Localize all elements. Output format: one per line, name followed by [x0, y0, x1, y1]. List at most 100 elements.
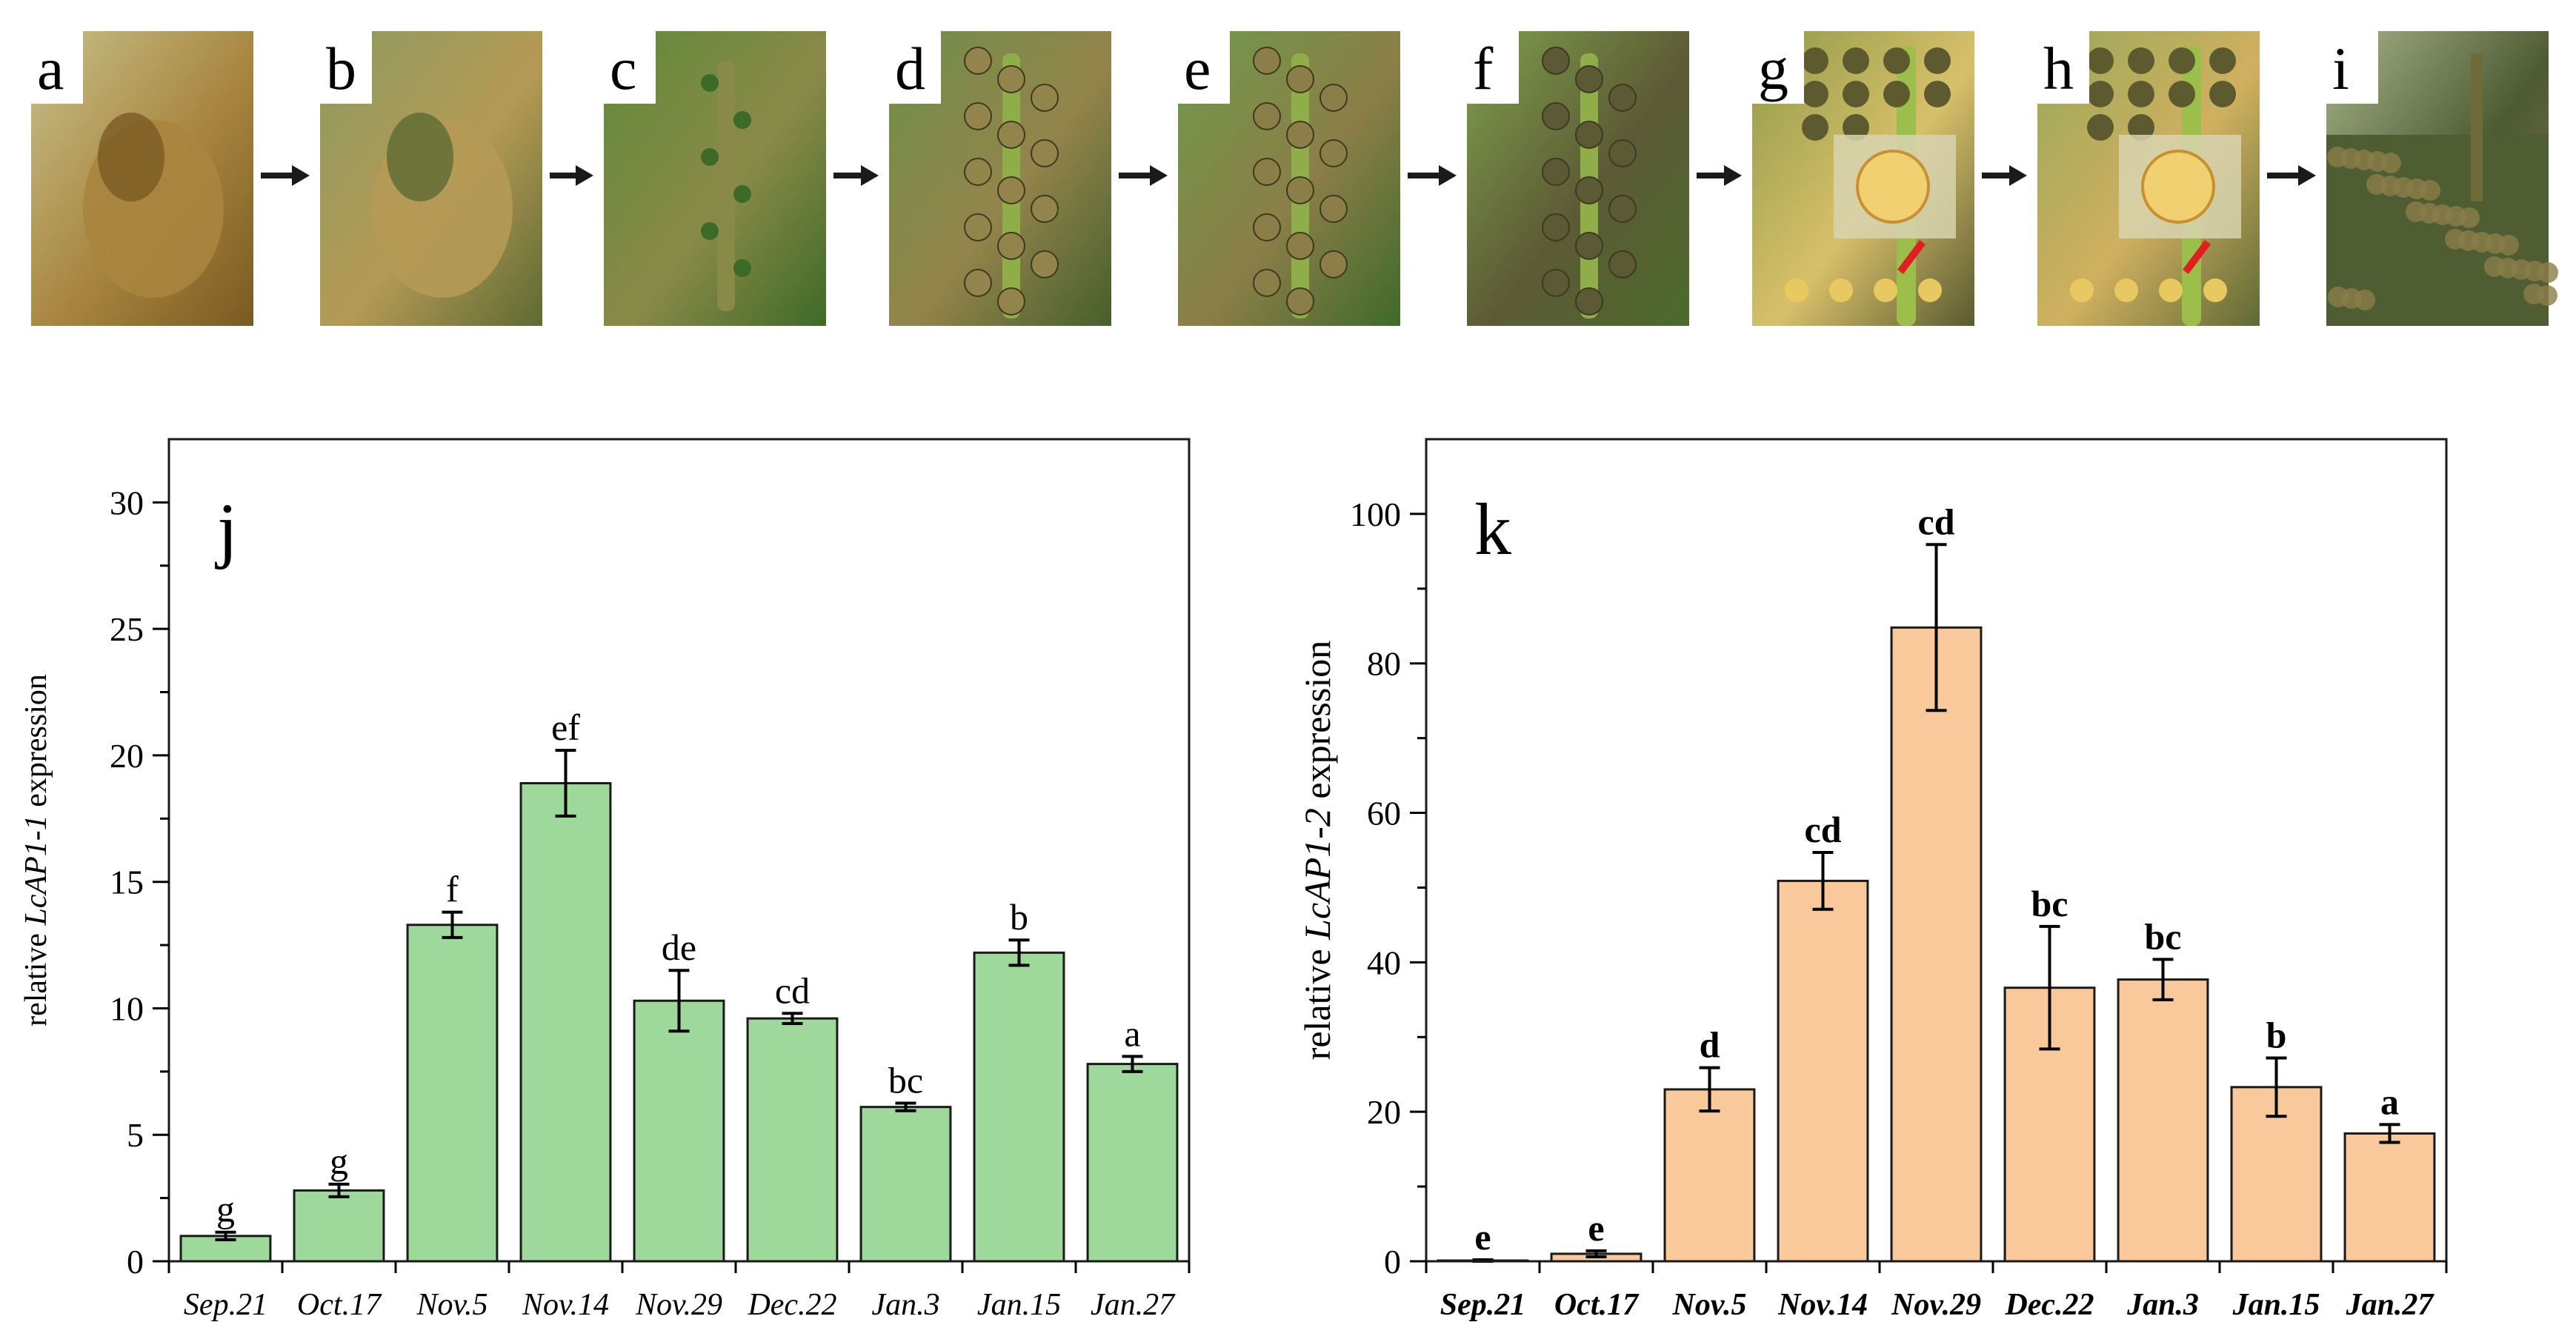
y-tick-label: 30: [110, 484, 144, 521]
panel-letter-box: [30, 30, 83, 104]
panel-letter: b: [326, 35, 356, 102]
plot-frame: [167, 438, 1191, 1263]
bar-group-Sep.21: g Sep.21: [179, 1189, 272, 1322]
panel-letter: i: [2332, 35, 2349, 102]
bar: [973, 951, 1065, 1263]
arrow-right-icon: [261, 165, 310, 186]
bud-dot: [733, 111, 751, 129]
y-label-gene: LcAP1-1: [19, 815, 53, 926]
flower-bud: [1542, 158, 1570, 186]
x-tick-label: Nov.29: [1891, 1288, 1981, 1322]
flower-icon: [1856, 150, 1930, 224]
y-tick-label: 0: [1384, 1243, 1401, 1281]
x-tick-label: Oct.17: [297, 1288, 382, 1322]
flower-bud: [1031, 139, 1059, 167]
arrow-right-icon: [1697, 165, 1742, 186]
flower-bud: [1608, 195, 1637, 223]
significance-letter: bc: [2145, 915, 2182, 957]
x-tick-label: Nov.14: [1777, 1288, 1868, 1322]
flower-bud: [1575, 287, 1603, 316]
significance-letter: bc: [2031, 883, 2069, 924]
arrow-right-icon: [833, 165, 879, 186]
flower-bud: [1286, 287, 1314, 316]
panicle: [2420, 180, 2440, 201]
panel-letter: h: [2043, 35, 2074, 102]
significance-letter: a: [1124, 1012, 1140, 1054]
panicle: [2537, 285, 2557, 306]
panel-letter-box: [2036, 30, 2089, 104]
bar-group-Dec.22: cd Dec.22: [746, 969, 839, 1322]
bar-group-Nov.29: cd Nov.29: [1890, 501, 1983, 1322]
flower-bud: [1319, 195, 1348, 223]
open-flower: [2114, 278, 2138, 302]
bar-group-Nov.5: d Nov.5: [1663, 1024, 1756, 1322]
bar: [1086, 1063, 1179, 1263]
arrow-head: [576, 165, 593, 186]
panel-letter-box: [319, 30, 372, 104]
bar-group-Jan.15: b Jan.15: [973, 896, 1065, 1322]
bud-dot: [701, 74, 719, 92]
x-tick-label: Jan.3: [871, 1288, 939, 1322]
flower-bud: [1924, 81, 1951, 107]
y-tick-label: 5: [127, 1116, 144, 1154]
flower-bud: [964, 158, 992, 186]
panel-letter-box: [888, 30, 941, 104]
arrow-head: [1439, 165, 1457, 186]
panel-letter-box: [1176, 30, 1230, 104]
bar-group-Jan.27: a Jan.27: [2343, 1081, 2436, 1322]
flower-bud: [1031, 195, 1059, 223]
flower-bud: [1575, 176, 1603, 204]
flower-bud: [2128, 47, 2154, 74]
bar-group-Nov.5: f Nov.5: [406, 869, 499, 1322]
y-tick-label: 20: [1367, 1093, 1401, 1131]
bar-group-Nov.14: cd Nov.14: [1777, 809, 1869, 1322]
x-tick-label: Jan.3: [2126, 1288, 2199, 1322]
flower-bud: [2169, 47, 2195, 74]
bar: [406, 924, 499, 1263]
bar-group-Oct.17: e Oct.17: [1550, 1207, 1643, 1322]
panicle: [2354, 290, 2375, 310]
arrow-right-icon: [1119, 165, 1168, 186]
stem-icon: [717, 61, 735, 311]
significance-letter: g: [216, 1189, 235, 1230]
bar: [1777, 879, 1869, 1263]
x-tick-label: Sep.21: [184, 1288, 267, 1322]
significance-letter: cd: [1918, 501, 1955, 542]
x-tick-label: Jan.27: [2346, 1288, 2435, 1322]
arrow-head: [1724, 165, 1742, 186]
chart-j-lcap1-1: g Sep.21 g Oct.17 f Nov.5 ef Nov.14 de Nov.29 cd De…: [19, 438, 1191, 1322]
photo-panel-g: g: [1751, 30, 1974, 326]
significance-letter: g: [330, 1141, 348, 1182]
y-tick-label: 10: [110, 989, 144, 1027]
bar: [293, 1189, 385, 1263]
flower-bud: [1843, 81, 1869, 107]
panel-letter: d: [895, 35, 925, 102]
plot-frame: [1425, 438, 2448, 1263]
panel-letter-box: [1751, 30, 1804, 104]
significance-letter: de: [662, 927, 696, 968]
bud-dot: [701, 222, 719, 240]
flower-icon: [2141, 150, 2215, 224]
bar-group-Nov.14: ef Nov.14: [519, 707, 612, 1322]
bar-group-Jan.27: a Jan.27: [1086, 1012, 1179, 1322]
y-tick-label: 25: [110, 610, 144, 648]
bar-group-Dec.22: bc Dec.22: [2003, 883, 2096, 1322]
panel-letter: e: [1184, 35, 1211, 102]
y-label-suffix: expression: [1297, 641, 1338, 808]
flower-bud: [964, 102, 992, 130]
flower-bud: [2128, 81, 2154, 107]
flower-bud: [1286, 65, 1314, 93]
flower-bud: [1575, 232, 1603, 260]
flower-bud: [1883, 47, 1910, 74]
flower-bud: [2087, 114, 2114, 141]
panicle: [2498, 235, 2519, 256]
x-tick-label: Nov.29: [635, 1288, 722, 1322]
significance-letter: d: [1700, 1024, 1720, 1066]
flower-bud: [1031, 84, 1059, 112]
flower-bud: [1253, 102, 1281, 130]
bar: [633, 999, 725, 1263]
x-tick-label: Jan.15: [977, 1288, 1061, 1322]
flower-bud: [1031, 250, 1059, 278]
y-label-gene: LcAP1-2: [1297, 808, 1338, 941]
